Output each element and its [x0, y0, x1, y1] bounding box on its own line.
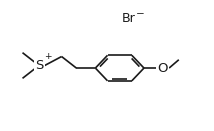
Text: Br: Br [122, 12, 135, 24]
Text: S: S [35, 59, 44, 72]
Text: +: + [44, 52, 51, 61]
Text: O: O [158, 62, 168, 75]
Text: −: − [135, 9, 144, 19]
